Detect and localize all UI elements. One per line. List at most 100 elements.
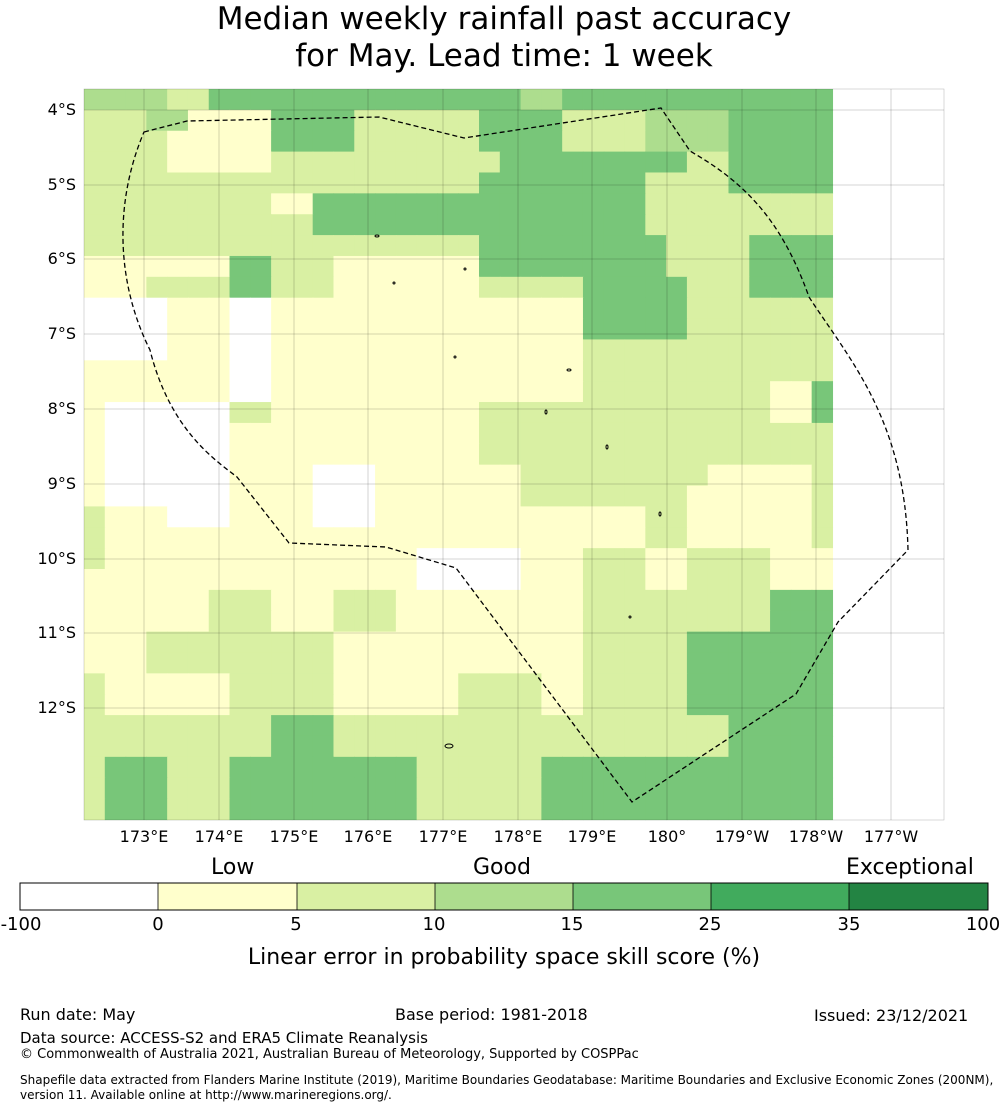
- grid-cell: [541, 109, 563, 132]
- grid-cell: [84, 673, 106, 695]
- grid-cell: [666, 694, 688, 716]
- grid-cell: [624, 548, 646, 570]
- grid-cell: [187, 360, 210, 382]
- grid-cell: [250, 569, 272, 591]
- grid-cell: [770, 735, 792, 758]
- grid-cell: [84, 297, 106, 320]
- grid-cell: [458, 694, 480, 716]
- grid-cell: [437, 235, 459, 257]
- grid-cell: [790, 381, 813, 403]
- grid-cell: [666, 109, 688, 132]
- grid-cell: [541, 756, 563, 779]
- grid-cell: [582, 673, 605, 695]
- grid-cell: [84, 631, 106, 654]
- grid-cell: [541, 402, 563, 424]
- grid-cell: [395, 297, 418, 320]
- grid-cell: [499, 673, 522, 695]
- grid-cell: [395, 255, 418, 278]
- grid-cell: [811, 255, 834, 278]
- grid-cell: [104, 255, 127, 278]
- grid-cell: [811, 339, 834, 361]
- grid-cell: [187, 485, 210, 507]
- grid-cell: [458, 255, 480, 278]
- grid-cell: [333, 569, 355, 591]
- grid-cell: [707, 402, 730, 424]
- grid-cell: [167, 631, 189, 654]
- grid-cell: [354, 130, 376, 153]
- grid-cell: [603, 756, 626, 779]
- grid-cell: [603, 464, 626, 487]
- grid-cell: [187, 172, 210, 194]
- grid-cell: [541, 777, 563, 800]
- grid-cell: [582, 276, 605, 299]
- grid-cell: [728, 381, 750, 403]
- grid-cell: [790, 610, 813, 633]
- grid-cell: [458, 548, 480, 570]
- grid-cell: [187, 443, 210, 466]
- grid-cell: [749, 443, 771, 466]
- grid-cell: [146, 464, 168, 487]
- grid-cell: [686, 151, 709, 174]
- grid-cell: [499, 715, 522, 737]
- grid-cell: [84, 756, 106, 779]
- grid-cell: [603, 360, 626, 382]
- grid-cell: [250, 548, 272, 570]
- grid-cell: [728, 756, 750, 779]
- grid-cell: [624, 214, 646, 236]
- grid-cell: [187, 715, 210, 737]
- grid-cell: [187, 276, 210, 299]
- grid-cell: [686, 798, 709, 821]
- grid-cell: [582, 402, 605, 424]
- grid-cell: [811, 422, 834, 445]
- grid-cell: [416, 715, 439, 737]
- grid-cell: [728, 464, 750, 487]
- grid-cell: [229, 631, 251, 654]
- grid-cell: [84, 735, 106, 758]
- grid-cell: [811, 569, 834, 591]
- grid-cell: [749, 297, 771, 320]
- grid-cell: [437, 172, 459, 194]
- grid-cell: [790, 756, 813, 779]
- lon-label: 177°W: [863, 827, 919, 846]
- grid-cell: [104, 756, 127, 779]
- grid-cell: [146, 89, 168, 111]
- grid-cell: [666, 214, 688, 236]
- grid-cell: [520, 402, 542, 424]
- grid-cell: [354, 464, 376, 487]
- grid-cell: [582, 506, 605, 528]
- grid-cell: [437, 756, 459, 779]
- grid-cell: [666, 735, 688, 758]
- grid-cell: [187, 527, 210, 549]
- grid-cell: [208, 151, 231, 174]
- grid-cell: [104, 777, 127, 800]
- grid-cell: [582, 193, 605, 215]
- grid-cell: [271, 715, 293, 737]
- grid-cell: [479, 318, 501, 341]
- grid-cell: [437, 443, 459, 466]
- grid-cell: [375, 318, 397, 341]
- grid-cell: [187, 464, 210, 487]
- grid-cell: [562, 527, 584, 549]
- grid-cell: [666, 673, 688, 695]
- grid-cell: [208, 464, 231, 487]
- grid-cell: [603, 255, 626, 278]
- grid-cell: [375, 589, 397, 612]
- grid-cell: [437, 193, 459, 215]
- grid-cell: [666, 422, 688, 445]
- grid-cell: [666, 402, 688, 424]
- grid-cell: [437, 151, 459, 174]
- grid-cell: [541, 443, 563, 466]
- grid-cell: [582, 798, 605, 821]
- grid-cell: [707, 715, 730, 737]
- grid-cell: [229, 589, 251, 612]
- grid-cell: [125, 589, 147, 612]
- grid-cell: [499, 276, 522, 299]
- grid-cell: [562, 694, 584, 716]
- grid-cell: [146, 589, 168, 612]
- grid-cell: [749, 172, 771, 194]
- grid-cell: [104, 464, 127, 487]
- grid-cell: [395, 652, 418, 674]
- grid-cell: [541, 485, 563, 507]
- grid-cell: [458, 589, 480, 612]
- grid-cell: [479, 464, 501, 487]
